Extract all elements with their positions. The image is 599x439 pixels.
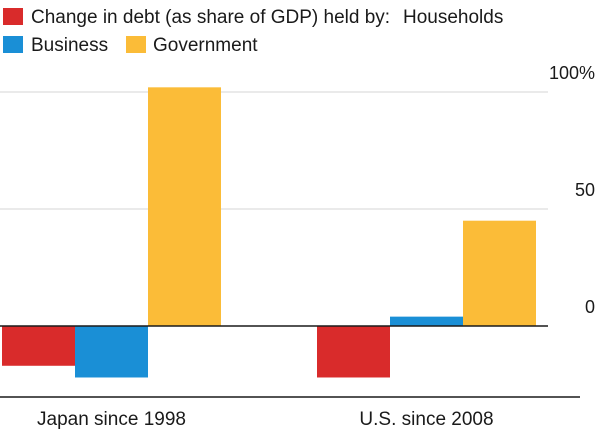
bar-business-1 (390, 316, 463, 326)
legend-label-government: Government (153, 35, 258, 56)
bar-households-0 (2, 326, 75, 366)
y-tick-label: 0 (585, 297, 595, 317)
legend-label-households: Households (403, 7, 503, 28)
y-axis-ticks: 100% 50 0 (549, 63, 595, 317)
bar-government-1 (463, 220, 536, 326)
legend-label-business: Business (31, 35, 108, 56)
bar-government-0 (148, 87, 221, 326)
bar-business-0 (75, 326, 148, 378)
y-tick-label: 100% (549, 63, 595, 83)
legend-swatch-business (3, 36, 23, 53)
bars (2, 87, 536, 378)
legend-swatch-government (126, 36, 146, 53)
chart-title: Change in debt (as share of GDP) held by… (31, 7, 390, 28)
bar-households-1 (317, 326, 390, 378)
y-tick-label: 50 (575, 180, 595, 200)
category-label: Japan since 1998 (37, 409, 186, 430)
legend: Change in debt (as share of GDP) held by… (3, 7, 503, 56)
legend-swatch-households (3, 8, 23, 25)
gridlines (0, 91, 548, 210)
category-label: U.S. since 2008 (359, 409, 493, 430)
x-axis-categories: Japan since 1998 U.S. since 2008 (37, 409, 494, 430)
